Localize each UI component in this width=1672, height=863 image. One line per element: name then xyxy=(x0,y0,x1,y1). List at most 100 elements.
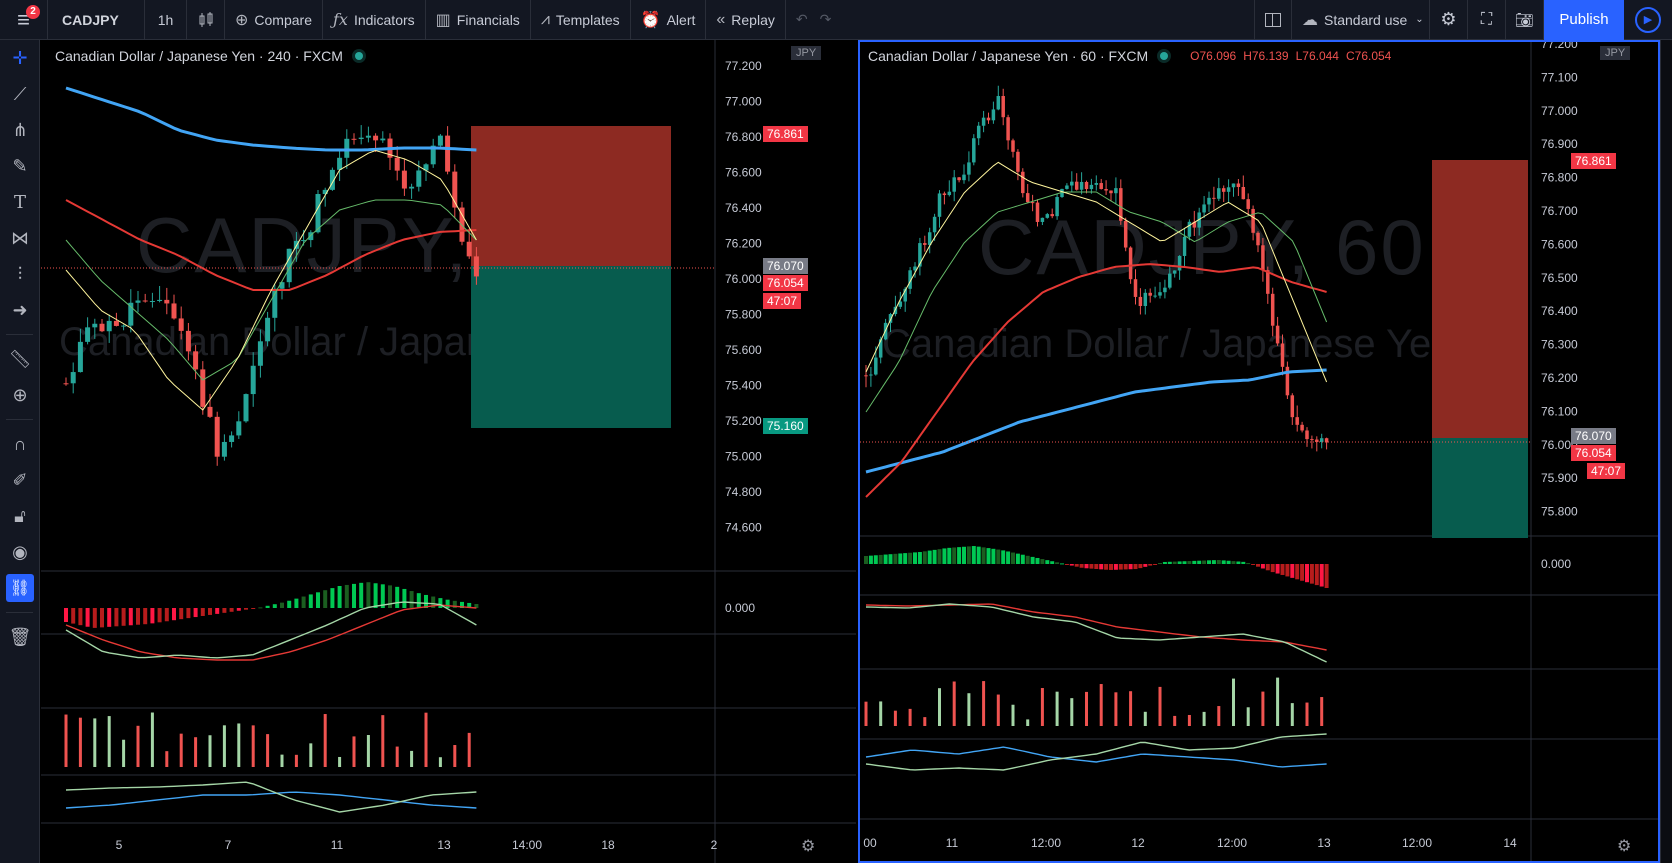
ma-9-yellow xyxy=(865,161,1328,383)
play-button[interactable]: ▶ xyxy=(1624,0,1672,40)
candle-body xyxy=(135,300,141,303)
price-tick-label: 74.600 xyxy=(725,521,762,535)
gear-icon[interactable]: ⚙ xyxy=(801,838,816,855)
templates-button[interactable]: ⩘ Templates xyxy=(531,0,631,40)
brush-icon[interactable]: ✎ xyxy=(12,155,28,176)
prediction-icon[interactable]: ⫶ xyxy=(17,263,23,284)
settings-button[interactable]: ⚙ xyxy=(1430,0,1468,40)
histogram-bar xyxy=(1211,560,1216,564)
pattern-icon[interactable]: ⋈ xyxy=(11,227,29,248)
volume-bar xyxy=(1129,691,1133,726)
chart-canvas-240[interactable]: 77.20077.00076.80076.60076.40076.20076.0… xyxy=(41,40,856,863)
magnet-icon[interactable]: ∩ xyxy=(13,433,27,454)
volume-bar xyxy=(237,723,241,767)
candle-body xyxy=(1217,188,1221,199)
currency-label[interactable]: JPY xyxy=(791,46,822,60)
alert-button[interactable]: ⏰ Alert xyxy=(631,0,707,40)
chart-canvas-60[interactable]: 77.200 77.100 77.000 76.900 76.800 76.700 76.6… xyxy=(860,42,1658,861)
candle-body xyxy=(430,145,436,165)
fullscreen-button[interactable]: ⛶ xyxy=(1468,0,1506,40)
histogram-bar xyxy=(272,604,277,608)
price-tick-label: 76.600 xyxy=(725,166,762,180)
layout-name-label: Standard use xyxy=(1324,11,1408,28)
eye-icon[interactable]: ◉ xyxy=(12,541,28,562)
osc-line-green xyxy=(865,733,1327,771)
candle-body xyxy=(1236,183,1241,187)
candle-body xyxy=(401,170,407,189)
series-title: Canadian Dollar / Japanese Yen · 60 · FX… xyxy=(868,48,1149,64)
histogram-bar xyxy=(1089,564,1094,569)
histogram-bar xyxy=(1309,564,1314,584)
symbol-search-button[interactable]: CADJPY xyxy=(48,0,145,40)
price-tick-label: 75.600 xyxy=(725,343,762,357)
histogram-bar xyxy=(1104,564,1109,570)
histogram-bar xyxy=(1099,564,1104,570)
chart-type-button[interactable] xyxy=(187,0,225,40)
candle-body xyxy=(1060,188,1064,198)
publish-button[interactable]: Publish xyxy=(1544,0,1624,40)
price-tick-label: 76.000 xyxy=(725,272,762,286)
time-tick-label: 12:00 xyxy=(1217,836,1247,850)
unlock-icon[interactable]: 🔓︎ xyxy=(14,505,26,526)
snapshot-button[interactable]: 📷︎ xyxy=(1506,0,1544,40)
link-icon[interactable]: ⛓ xyxy=(0,570,40,606)
chart-pane-60[interactable]: CADJPY, 60 Canadian Dollar / Japanese Ye… xyxy=(858,40,1660,863)
candle-body xyxy=(1285,366,1290,396)
histogram-bar xyxy=(991,548,996,564)
undo-redo-group[interactable]: ↶ ↷ xyxy=(786,0,853,40)
compare-button[interactable]: ⊕ Compare xyxy=(225,0,323,40)
layout-button[interactable] xyxy=(1254,0,1292,40)
trash-icon[interactable]: 🗑︎ xyxy=(8,626,32,647)
histogram-bar xyxy=(323,590,328,608)
lock-drawings-icon[interactable]: ✐ xyxy=(12,469,28,490)
chart-pane-240[interactable]: CADJPY, 240 Canadian Dollar / Japanese Y… xyxy=(41,40,856,863)
histogram-bar xyxy=(1226,560,1231,564)
candle-body xyxy=(898,301,903,307)
arrow-icon[interactable]: ➜ xyxy=(12,299,28,320)
histogram-bar xyxy=(1270,564,1275,573)
price-tick-label: 77.200 xyxy=(725,59,762,73)
candle-body xyxy=(272,288,278,318)
menu-button[interactable]: ≡ 2 xyxy=(0,0,48,40)
histogram-bar xyxy=(864,556,868,564)
candle-body xyxy=(1074,181,1079,190)
histogram-bar xyxy=(937,549,942,564)
histogram-bar xyxy=(893,553,898,564)
volume-bar xyxy=(136,725,140,767)
pitchfork-icon[interactable]: ⋔ xyxy=(12,119,28,140)
open-value: O76.096 xyxy=(1190,49,1237,63)
gear-icon[interactable]: ⚙ xyxy=(1617,838,1632,855)
save-layout-button[interactable]: ☁ Standard use ⌄ xyxy=(1292,0,1430,40)
candle-body xyxy=(1040,217,1045,222)
histogram-bar xyxy=(1167,561,1172,564)
histogram-bar xyxy=(981,547,986,564)
text-icon[interactable]: T xyxy=(13,191,26,213)
financials-button[interactable]: ▥ Financials xyxy=(426,0,531,40)
countdown-tag: 47:07 xyxy=(763,293,802,309)
volume-bar xyxy=(1143,711,1147,726)
undo-icon[interactable]: ↶ xyxy=(795,11,820,27)
redo-icon[interactable]: ↷ xyxy=(819,11,844,27)
interval-button[interactable]: 1h xyxy=(145,0,187,40)
currency-label[interactable]: JPY xyxy=(1600,46,1631,60)
histogram-bar xyxy=(1285,564,1290,577)
zoom-icon[interactable]: ⊕ xyxy=(12,384,28,405)
drawing-toolbar: ✛ ⟋ ⋔ ✎ T ⋈ ⫶ ➜ 📏︎ ⊕ ∩ ✐ 🔓︎ ◉ ⛓ 🗑︎ xyxy=(0,40,40,863)
candle-body xyxy=(1158,292,1162,296)
candle-body xyxy=(1256,232,1260,246)
replay-button[interactable]: « Replay xyxy=(706,0,786,40)
histogram-bar xyxy=(1241,561,1246,564)
ruler-icon[interactable]: 📏︎ xyxy=(8,348,32,369)
time-tick-label: 00 xyxy=(863,836,877,850)
layout-icon xyxy=(1265,12,1281,27)
histogram-bar xyxy=(1221,560,1226,564)
trendline-icon[interactable]: ⟋ xyxy=(13,83,27,104)
right-widget-strip xyxy=(1660,40,1672,863)
signal-line-green xyxy=(65,601,477,659)
histogram-bar xyxy=(932,549,937,564)
histogram-bar xyxy=(280,602,284,608)
indicators-button[interactable]: ƒx Indicators xyxy=(323,0,426,40)
tool-separator xyxy=(6,612,33,613)
crosshair-icon[interactable]: ✛ xyxy=(12,47,28,68)
histogram-bar xyxy=(337,586,342,608)
